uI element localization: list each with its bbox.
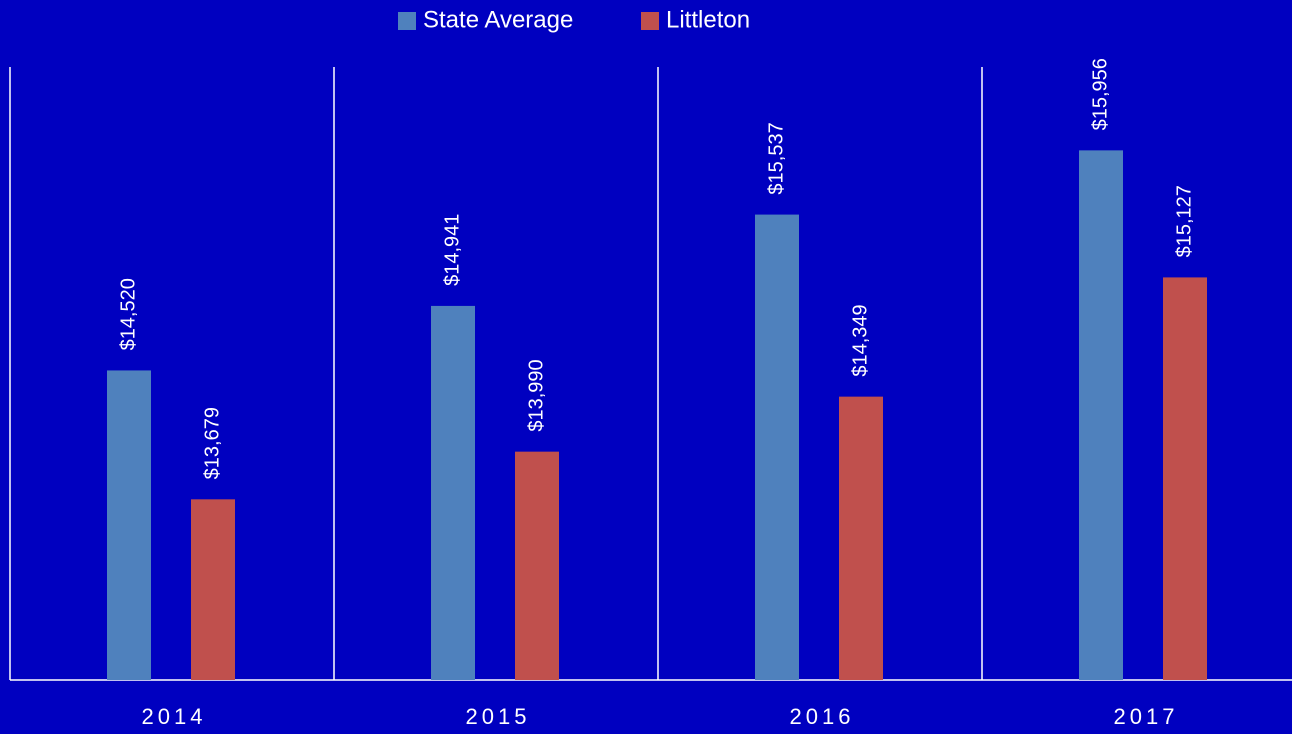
bar: [755, 214, 799, 680]
bar: [191, 499, 235, 680]
data-label: $13,990: [525, 359, 547, 431]
x-tick-label: 2015: [466, 704, 531, 729]
data-label: $15,537: [765, 122, 787, 194]
x-tick-label: 2016: [790, 704, 855, 729]
legend-label: State Average: [423, 6, 573, 33]
legend-swatch: [641, 12, 659, 30]
bar: [515, 451, 559, 680]
bar: [431, 305, 475, 680]
x-tick-label: 2014: [142, 704, 207, 729]
data-label: $14,520: [117, 278, 139, 350]
bar: [839, 396, 883, 680]
data-label: $13,679: [201, 407, 223, 479]
data-label: $14,349: [849, 304, 871, 376]
data-label: $14,941: [441, 214, 463, 286]
bar: [1079, 150, 1123, 681]
data-label: $15,956: [1089, 58, 1111, 130]
bar: [107, 370, 151, 680]
x-tick-label: 2017: [1114, 704, 1179, 729]
legend-swatch: [398, 12, 416, 30]
data-label: $15,127: [1173, 185, 1195, 257]
legend-label: Littleton: [666, 6, 750, 33]
bar: [1163, 277, 1207, 680]
